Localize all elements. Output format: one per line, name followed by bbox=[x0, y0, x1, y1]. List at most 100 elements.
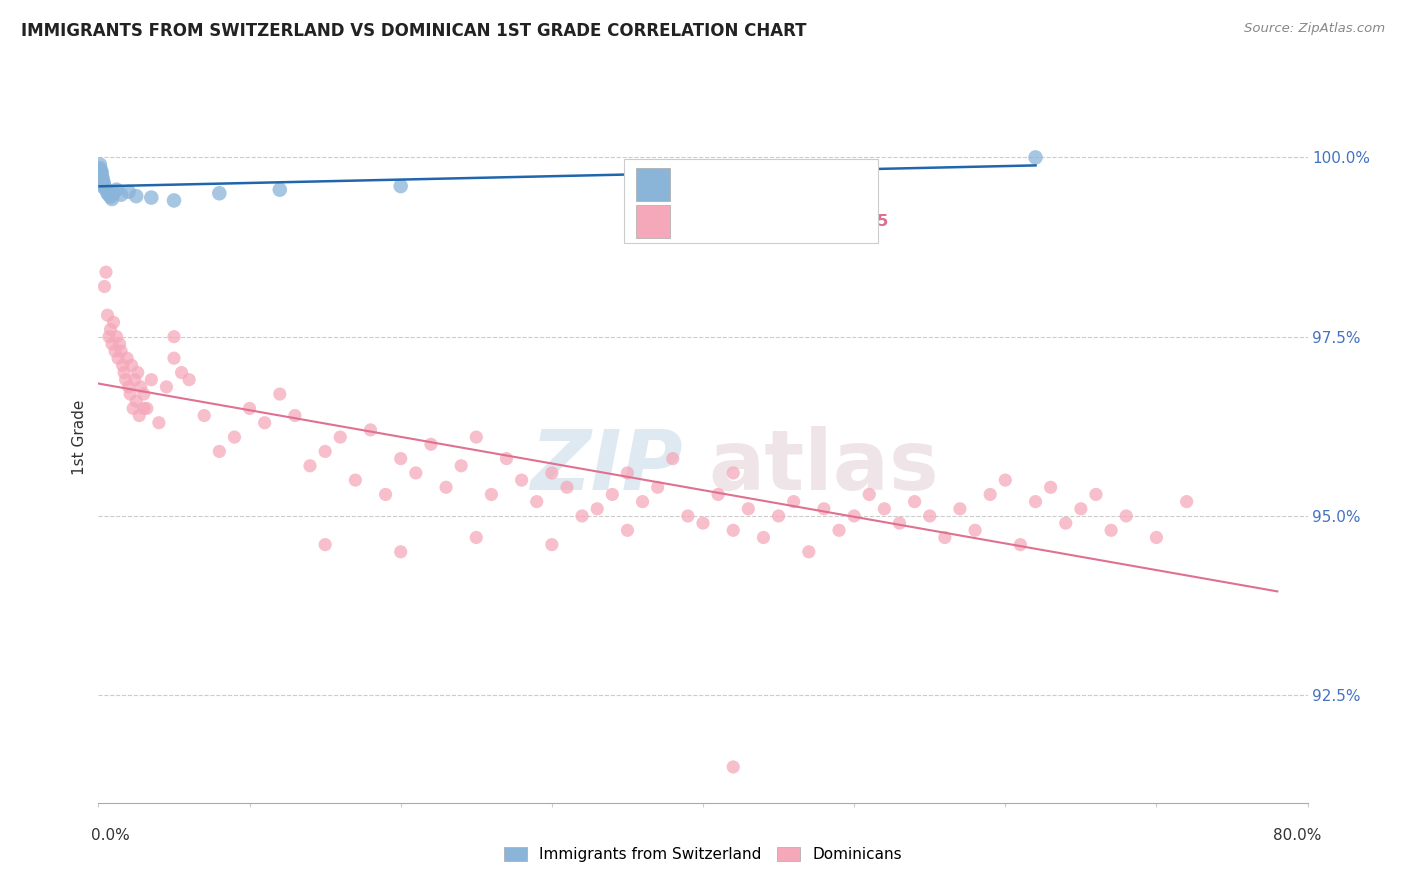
Point bbox=[208, 444, 231, 458]
Point bbox=[329, 430, 352, 444]
Text: 80.0%: 80.0% bbox=[1274, 828, 1322, 843]
Point bbox=[135, 401, 157, 416]
Text: N=: N= bbox=[800, 178, 825, 193]
Point bbox=[1024, 494, 1046, 508]
Point bbox=[98, 187, 121, 202]
Point bbox=[314, 538, 336, 552]
Point bbox=[571, 508, 593, 523]
Point bbox=[94, 265, 117, 279]
Point bbox=[949, 501, 972, 516]
Point bbox=[1099, 524, 1122, 538]
Point bbox=[163, 329, 186, 343]
Point bbox=[586, 501, 609, 516]
Point bbox=[193, 409, 215, 423]
Point bbox=[979, 487, 1001, 501]
Point bbox=[965, 524, 987, 538]
Point bbox=[105, 329, 128, 343]
Point bbox=[465, 531, 488, 545]
Point bbox=[1024, 150, 1046, 164]
Point bbox=[90, 176, 112, 190]
Text: R =: R = bbox=[685, 178, 720, 193]
Point bbox=[1070, 501, 1092, 516]
Point bbox=[723, 466, 745, 480]
Point bbox=[269, 183, 291, 197]
Point bbox=[208, 186, 231, 201]
Point bbox=[873, 501, 896, 516]
Point bbox=[1175, 494, 1198, 508]
Point bbox=[132, 401, 155, 416]
Point bbox=[239, 401, 262, 416]
Point bbox=[110, 344, 132, 359]
Point bbox=[112, 366, 135, 380]
Point bbox=[107, 351, 129, 366]
Point bbox=[676, 508, 699, 523]
Point bbox=[994, 473, 1017, 487]
Point bbox=[526, 494, 548, 508]
Point bbox=[405, 466, 427, 480]
Point bbox=[918, 508, 941, 523]
Point bbox=[103, 315, 125, 329]
Text: -0.237: -0.237 bbox=[734, 214, 790, 229]
Point bbox=[389, 179, 412, 194]
Point bbox=[1054, 516, 1077, 530]
Point bbox=[91, 179, 114, 194]
Point bbox=[170, 366, 193, 380]
Point bbox=[602, 487, 624, 501]
Point bbox=[118, 380, 141, 394]
Point bbox=[122, 401, 145, 416]
Point bbox=[129, 380, 152, 394]
Point bbox=[93, 279, 115, 293]
Point bbox=[89, 161, 111, 176]
Point bbox=[101, 336, 124, 351]
Point bbox=[495, 451, 517, 466]
Point bbox=[90, 163, 112, 178]
Point bbox=[125, 189, 148, 203]
Point bbox=[904, 494, 927, 508]
Point bbox=[707, 487, 730, 501]
Point bbox=[128, 409, 150, 423]
Point bbox=[481, 487, 503, 501]
Point bbox=[647, 480, 669, 494]
Point bbox=[1039, 480, 1062, 494]
Point bbox=[127, 366, 149, 380]
Text: 0.0%: 0.0% bbox=[91, 828, 131, 843]
Point bbox=[889, 516, 911, 530]
Point bbox=[163, 194, 186, 208]
Point bbox=[934, 531, 956, 545]
Point bbox=[540, 466, 562, 480]
Text: 105: 105 bbox=[855, 214, 889, 229]
Point bbox=[510, 473, 533, 487]
Point bbox=[344, 473, 367, 487]
Point bbox=[768, 508, 790, 523]
Point bbox=[118, 185, 141, 199]
Point bbox=[163, 351, 186, 366]
Point bbox=[723, 760, 745, 774]
Legend: Immigrants from Switzerland, Dominicans: Immigrants from Switzerland, Dominicans bbox=[498, 841, 908, 868]
Point bbox=[465, 430, 488, 444]
Point bbox=[89, 158, 111, 172]
Point bbox=[1010, 538, 1032, 552]
Point bbox=[132, 387, 155, 401]
Point bbox=[98, 329, 121, 343]
Text: Source: ZipAtlas.com: Source: ZipAtlas.com bbox=[1244, 22, 1385, 36]
Point bbox=[389, 545, 412, 559]
Point bbox=[90, 165, 112, 179]
Point bbox=[101, 192, 124, 206]
Point bbox=[797, 545, 820, 559]
Text: IMMIGRANTS FROM SWITZERLAND VS DOMINICAN 1ST GRADE CORRELATION CHART: IMMIGRANTS FROM SWITZERLAND VS DOMINICAN… bbox=[21, 22, 807, 40]
Text: atlas: atlas bbox=[709, 425, 939, 507]
Bar bbox=[637, 169, 671, 202]
Point bbox=[91, 173, 114, 187]
Point bbox=[783, 494, 806, 508]
Point bbox=[616, 466, 638, 480]
Point bbox=[124, 373, 146, 387]
Point bbox=[1115, 508, 1137, 523]
Point bbox=[155, 380, 177, 394]
Text: 29: 29 bbox=[837, 178, 859, 193]
Text: R =: R = bbox=[685, 214, 720, 229]
Point bbox=[105, 183, 128, 197]
Point bbox=[737, 501, 759, 516]
Point bbox=[420, 437, 443, 451]
Point bbox=[434, 480, 457, 494]
Point bbox=[94, 183, 117, 197]
